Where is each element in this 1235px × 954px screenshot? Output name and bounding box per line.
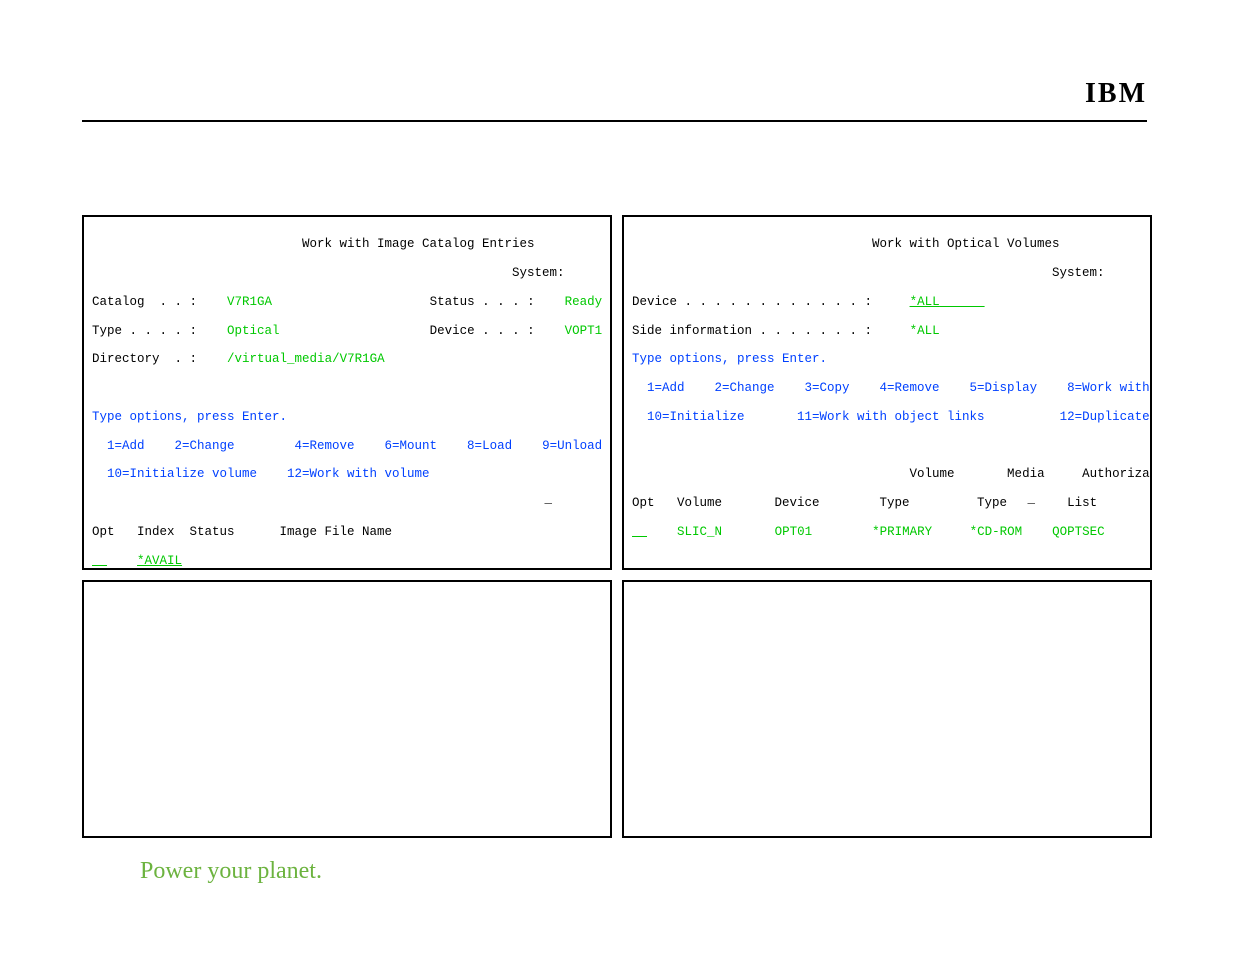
options-line-1: 1=Add 2=Change 4=Remove 6=Mount 8=Load 9…: [92, 439, 602, 453]
terminal-image-catalog: Work with Image Catalog Entries System: …: [82, 215, 612, 570]
device-row[interactable]: Device . . . . . . . . . . . . : *ALL: [632, 295, 1142, 309]
hdr-row-2: Type . . . . : Optical Device . . . : VO…: [92, 324, 602, 338]
hdr-row-1: Catalog . . : V7R1GA Status . . . : Read…: [92, 295, 602, 309]
terminal-optical-volumes: Work with Optical Volumes System: Device…: [622, 215, 1152, 570]
tagline: Power your planet.: [140, 858, 322, 886]
title: Work with Image Catalog Entries: [92, 237, 602, 251]
header-rule: [82, 120, 1147, 122]
options-line-1: 1=Add 2=Change 3=Copy 4=Remove 5=Display…: [632, 381, 1142, 395]
system-label: System:: [92, 266, 602, 280]
type-options: Type options, press Enter.: [92, 410, 602, 424]
options-line-2: 10=Initialize 11=Work with object links …: [632, 410, 1142, 424]
terminal-empty-right: [622, 580, 1152, 838]
col-head-1: Volume Media Authorizatio: [632, 467, 1142, 481]
title: Work with Optical Volumes: [632, 237, 1142, 251]
col-head-2: Opt Volume Device Type Type List: [632, 496, 1142, 510]
table-row[interactable]: SLIC_N OPT01 *PRIMARY *CD-ROM QOPTSEC: [632, 525, 1142, 539]
hdr-row-3: Directory . : /virtual_media/V7R1GA: [92, 352, 602, 366]
cursor-left: _: [544, 492, 552, 506]
cursor-right: _: [1027, 492, 1035, 506]
terminal-empty-left: [82, 580, 612, 838]
system-label: System:: [632, 266, 1142, 280]
options-line-2: 10=Initialize volume 12=Work with volume: [92, 467, 602, 481]
ibm-logo: IBM: [1085, 78, 1147, 110]
side-row[interactable]: Side information . . . . . . . : *ALL: [632, 324, 1142, 338]
type-options: Type options, press Enter.: [632, 352, 1142, 366]
col-headers: Opt Index Status Image File Name: [92, 525, 602, 539]
avail-row[interactable]: *AVAIL: [92, 554, 602, 568]
